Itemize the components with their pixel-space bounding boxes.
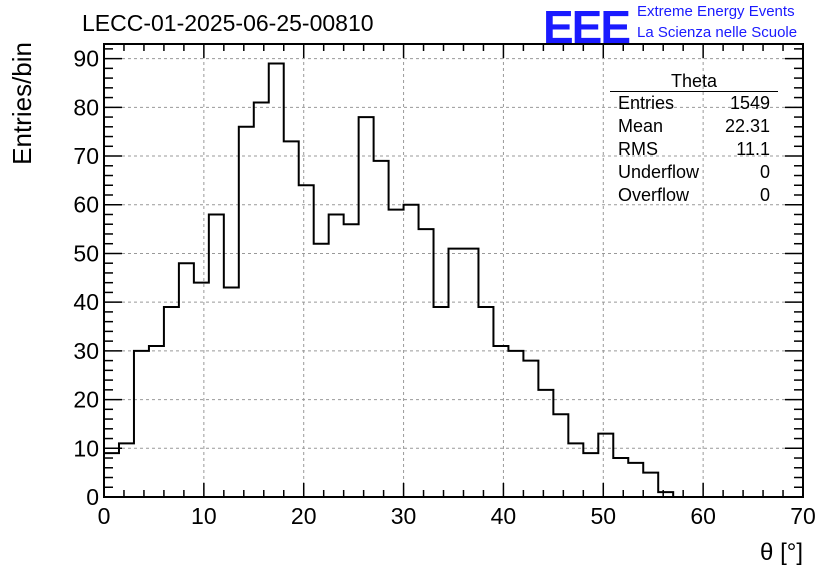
- y-tick-label: 10: [73, 435, 99, 461]
- stats-value: 11.1: [736, 139, 770, 159]
- stats-value: 0: [759, 185, 770, 205]
- y-tick-label: 50: [73, 240, 99, 266]
- plot-frame: [103, 43, 804, 498]
- logo-line-2: La Scienza nelle Scuole: [637, 24, 798, 41]
- y-axis-label: Entries/bin: [7, 42, 37, 165]
- stats-label: Overflow: [618, 185, 690, 205]
- y-tick-label: 20: [73, 387, 99, 413]
- y-tick-label: 90: [73, 46, 99, 72]
- stats-row-rms: RMS 11.1: [610, 138, 778, 161]
- x-tick-label: 70: [790, 503, 816, 529]
- stats-label: Mean: [618, 116, 664, 136]
- y-tick-label: 70: [73, 143, 99, 169]
- x-tick-label: 0: [98, 503, 111, 529]
- stats-value: 0: [759, 162, 770, 182]
- stats-row-overflow: Overflow 0: [610, 184, 778, 207]
- stats-row-underflow: Underflow 0: [610, 161, 778, 184]
- histogram-series: [104, 62, 689, 498]
- x-tick-label: 60: [690, 503, 716, 529]
- x-tick-label: 50: [590, 503, 616, 529]
- stats-box: Theta Entries 1549 Mean 22.31 RMS 11.1 U…: [610, 70, 778, 207]
- axis-ticks: [103, 44, 804, 498]
- x-axis-label: θ [°]: [760, 539, 803, 566]
- stats-row-mean: Mean 22.31: [610, 115, 778, 138]
- grid-lines: [104, 44, 803, 497]
- eee-logo: EEE: [543, 1, 631, 53]
- stats-value: 1549: [729, 93, 770, 113]
- y-tick-label: 60: [73, 192, 99, 218]
- y-tick-label: 40: [73, 289, 99, 315]
- x-tick-label: 30: [391, 503, 417, 529]
- run-title: LECC-01-2025-06-25-00810: [82, 10, 374, 36]
- x-tick-label: 10: [191, 503, 217, 529]
- tick-labels: 0 10 20 30 40 50 60 70 0 10 20 30 40 50 60 70 80 90: [73, 46, 815, 529]
- y-tick-label: 0: [86, 484, 99, 510]
- stats-label: RMS: [618, 139, 658, 159]
- x-tick-label: 40: [491, 503, 517, 529]
- stats-title: Theta: [610, 70, 778, 92]
- stats-label: Underflow: [618, 162, 700, 182]
- y-tick-label: 30: [73, 338, 99, 364]
- stats-value: 22.31: [724, 116, 770, 136]
- stats-label: Entries: [618, 93, 675, 113]
- x-tick-label: 20: [291, 503, 317, 529]
- logo-line-1: Extreme Energy Events: [637, 3, 795, 20]
- y-tick-label: 80: [73, 94, 99, 120]
- stats-row-entries: Entries 1549: [610, 92, 778, 115]
